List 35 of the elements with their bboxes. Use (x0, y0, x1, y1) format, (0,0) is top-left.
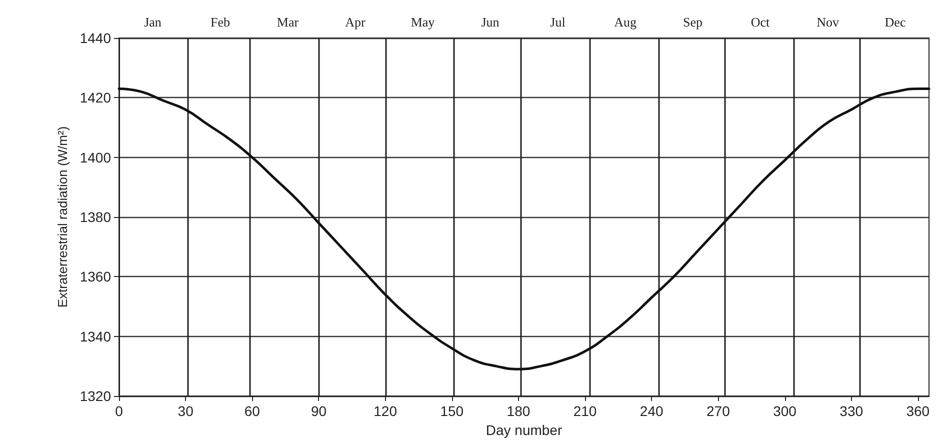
x-tick-label: 270 (706, 403, 730, 419)
text: Oct (750, 14, 770, 30)
line-series (118, 87, 930, 370)
y-tick-label: 1440 (80, 30, 112, 46)
x-tick-label: 330 (840, 403, 864, 419)
x-tick-label: 0 (115, 403, 124, 419)
y-tick-label: 1320 (80, 388, 112, 404)
text: Mar (276, 14, 300, 30)
text: Apr (345, 14, 366, 30)
x-tick-label: 240 (640, 403, 664, 419)
text: Sep (683, 14, 702, 30)
text: Aug (614, 14, 637, 30)
text: Jul (550, 14, 566, 30)
text: May (410, 14, 436, 30)
x-axis-title: Day number (486, 422, 562, 438)
y-tick-label: 1360 (80, 268, 112, 285)
x-tick-label: 120 (374, 403, 398, 419)
x-tick-label: 60 (244, 403, 260, 419)
x-tick-label: 90 (310, 403, 327, 419)
text: Nov (816, 14, 840, 30)
text: Jun (481, 14, 500, 30)
y-tick-label: 1400 (80, 149, 112, 166)
x-tick-label: 210 (573, 403, 597, 419)
x-tick-label: 150 (440, 403, 464, 419)
text: Jan (144, 14, 162, 30)
text: Dec (884, 14, 906, 30)
x-tick-label: 30 (178, 403, 194, 419)
text: Feb (210, 14, 230, 30)
y-tick-label: 1340 (80, 328, 112, 344)
x-tick-label: 300 (773, 403, 797, 419)
y-tick-label: 1420 (80, 90, 112, 106)
x-tick-label: 360 (906, 403, 930, 419)
x-tick-label: 180 (506, 403, 530, 419)
y-tick-label: 1380 (80, 209, 112, 225)
y-axis-title: Extraterrestrial radiation (W/m²) (54, 126, 70, 308)
